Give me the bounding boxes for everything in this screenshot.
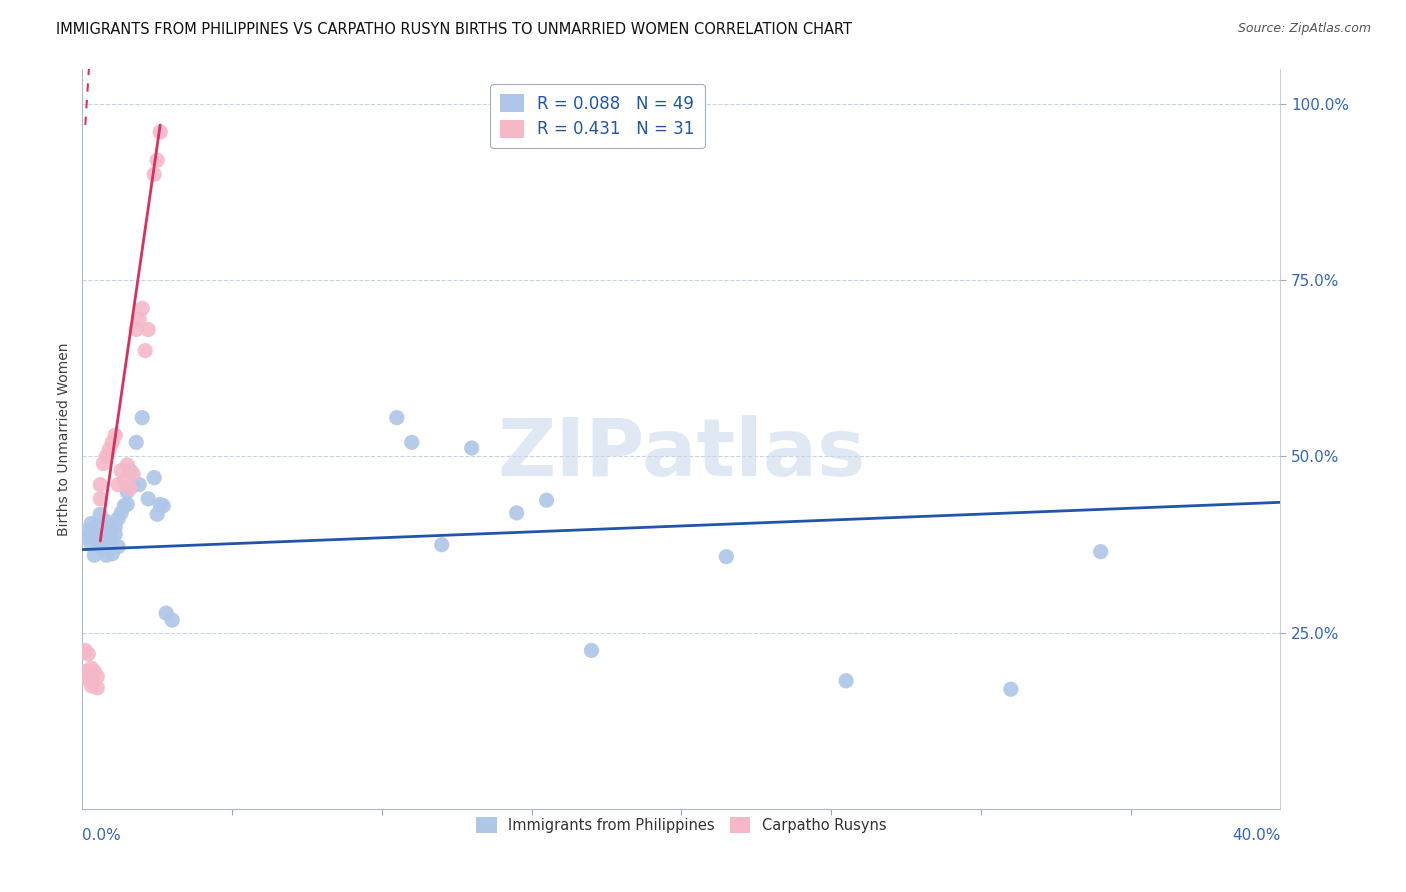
- Point: [385, 410, 408, 425]
- Point: [112, 474, 135, 488]
- Point: [107, 511, 129, 525]
- Point: [115, 458, 138, 472]
- Point: [1000, 682, 1022, 697]
- Point: [75, 643, 97, 657]
- Point: [128, 477, 150, 491]
- Point: [89, 508, 111, 522]
- Point: [104, 520, 127, 534]
- Point: [125, 322, 148, 336]
- Point: [401, 435, 423, 450]
- Point: [143, 167, 166, 181]
- Point: [107, 540, 129, 554]
- Text: 0.0%: 0.0%: [83, 828, 121, 843]
- Point: [101, 435, 124, 450]
- Point: [581, 643, 603, 657]
- Point: [80, 538, 103, 552]
- Point: [115, 484, 138, 499]
- Point: [83, 548, 105, 562]
- Point: [110, 506, 132, 520]
- Point: [98, 442, 121, 457]
- Point: [112, 499, 135, 513]
- Point: [149, 125, 172, 139]
- Point: [149, 498, 172, 512]
- Point: [152, 499, 174, 513]
- Point: [86, 518, 108, 533]
- Point: [86, 681, 108, 695]
- Point: [107, 477, 129, 491]
- Point: [104, 428, 127, 442]
- Point: [160, 613, 183, 627]
- Point: [77, 647, 100, 661]
- Text: Source: ZipAtlas.com: Source: ZipAtlas.com: [1237, 22, 1371, 36]
- Point: [143, 470, 166, 484]
- Text: ZIPatlas: ZIPatlas: [498, 415, 866, 492]
- Point: [75, 665, 97, 679]
- Point: [75, 531, 97, 545]
- Point: [96, 450, 118, 464]
- Point: [89, 477, 111, 491]
- Point: [120, 481, 142, 495]
- Point: [146, 153, 169, 168]
- Point: [122, 467, 145, 482]
- Point: [89, 491, 111, 506]
- Point: [86, 669, 108, 683]
- Point: [98, 534, 121, 549]
- Point: [128, 312, 150, 326]
- Point: [835, 673, 858, 688]
- Point: [155, 606, 177, 620]
- Point: [115, 498, 138, 512]
- Point: [104, 527, 127, 541]
- Point: [80, 661, 103, 675]
- Point: [460, 441, 482, 455]
- Point: [122, 477, 145, 491]
- Point: [101, 533, 124, 547]
- Point: [110, 464, 132, 478]
- Point: [120, 464, 142, 478]
- Point: [91, 525, 114, 540]
- Point: [146, 508, 169, 522]
- Point: [125, 435, 148, 450]
- Point: [131, 410, 153, 425]
- Y-axis label: Births to Unmarried Women: Births to Unmarried Women: [58, 343, 72, 535]
- Point: [101, 547, 124, 561]
- Point: [716, 549, 738, 564]
- Point: [77, 672, 100, 686]
- Point: [98, 520, 121, 534]
- Text: 40.0%: 40.0%: [1232, 828, 1281, 843]
- Point: [505, 506, 527, 520]
- Point: [1090, 544, 1112, 558]
- Point: [83, 675, 105, 690]
- Point: [80, 679, 103, 693]
- Legend: Immigrants from Philippines, Carpatho Rusyns: Immigrants from Philippines, Carpatho Ru…: [471, 812, 893, 838]
- Point: [83, 527, 105, 541]
- Point: [136, 491, 159, 506]
- Point: [131, 301, 153, 316]
- Point: [77, 524, 100, 538]
- Point: [136, 322, 159, 336]
- Text: IMMIGRANTS FROM PHILIPPINES VS CARPATHO RUSYN BIRTHS TO UNMARRIED WOMEN CORRELAT: IMMIGRANTS FROM PHILIPPINES VS CARPATHO …: [56, 22, 852, 37]
- Point: [80, 516, 103, 531]
- Point: [96, 514, 118, 528]
- Point: [430, 538, 453, 552]
- Point: [91, 457, 114, 471]
- Point: [83, 665, 105, 679]
- Point: [89, 540, 111, 554]
- Point: [91, 542, 114, 557]
- Point: [134, 343, 156, 358]
- Point: [96, 548, 118, 562]
- Point: [536, 493, 558, 508]
- Point: [86, 533, 108, 547]
